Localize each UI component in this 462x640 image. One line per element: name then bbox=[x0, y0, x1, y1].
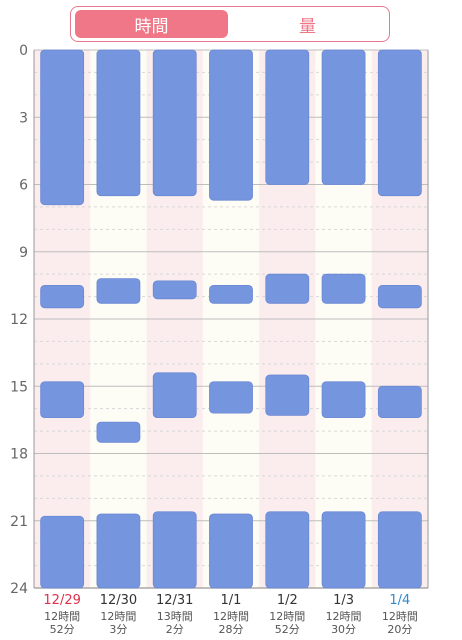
sleep-bar bbox=[40, 284, 85, 309]
sleep-bar bbox=[377, 49, 422, 197]
sleep-bar bbox=[96, 421, 141, 443]
sleep-bar bbox=[265, 511, 310, 589]
x-duration-label: 12時間 28分 bbox=[213, 610, 249, 636]
sleep-bar bbox=[40, 381, 85, 419]
x-duration-label: 12時間 3分 bbox=[100, 610, 136, 636]
sleep-bar bbox=[40, 49, 85, 206]
duration-line: 12時間 bbox=[100, 610, 136, 623]
x-duration-label: 12時間 52分 bbox=[44, 610, 80, 636]
sleep-bar bbox=[152, 49, 197, 197]
sleep-bar bbox=[265, 49, 310, 185]
x-date-label: 12/30 bbox=[100, 593, 137, 608]
x-date-label: 1/3 bbox=[333, 593, 354, 608]
y-tick-label: 3 bbox=[19, 110, 28, 126]
sleep-bar bbox=[321, 381, 366, 419]
duration-line: 12時間 bbox=[382, 610, 418, 623]
x-date-label: 12/29 bbox=[43, 593, 80, 608]
y-tick-label: 24 bbox=[10, 581, 28, 597]
sleep-bar bbox=[377, 385, 422, 419]
x-duration-label: 12時間 30分 bbox=[326, 610, 362, 636]
duration-line: 12時間 bbox=[213, 610, 249, 623]
sleep-bar bbox=[209, 381, 253, 414]
view-toggle: 時間 量 bbox=[70, 6, 390, 42]
sleep-bar bbox=[377, 511, 422, 589]
y-tick-label: 12 bbox=[10, 312, 28, 328]
tab-time[interactable]: 時間 bbox=[75, 10, 228, 38]
y-tick-label: 18 bbox=[10, 447, 28, 463]
x-date-label: 1/2 bbox=[277, 593, 298, 608]
duration-line: 12時間 bbox=[269, 610, 305, 623]
sleep-bar bbox=[209, 49, 253, 201]
sleep-bar bbox=[265, 374, 310, 416]
duration-line: 28分 bbox=[219, 623, 244, 636]
sleep-bar bbox=[40, 515, 85, 589]
duration-line: 3分 bbox=[109, 623, 127, 636]
tab-amount[interactable]: 量 bbox=[299, 16, 316, 37]
sleep-bar bbox=[96, 513, 141, 589]
sleep-bar bbox=[152, 372, 197, 419]
sleep-bar bbox=[152, 511, 197, 589]
sleep-bar bbox=[377, 284, 422, 309]
sleep-bar bbox=[209, 284, 253, 304]
sleep-bar bbox=[265, 273, 310, 304]
sleep-bar bbox=[321, 511, 366, 589]
duration-line: 13時間 bbox=[157, 610, 193, 623]
sleep-bar bbox=[152, 280, 197, 300]
x-date-label: 1/1 bbox=[221, 593, 242, 608]
x-duration-label: 13時間 2分 bbox=[157, 610, 193, 636]
x-date-label: 12/31 bbox=[156, 593, 193, 608]
sleep-bar bbox=[209, 513, 253, 589]
duration-line: 12時間 bbox=[44, 610, 80, 623]
duration-line: 52分 bbox=[275, 623, 300, 636]
x-duration-label: 12時間 20分 bbox=[382, 610, 418, 636]
sleep-bar bbox=[321, 273, 366, 304]
duration-line: 52分 bbox=[50, 623, 75, 636]
duration-line: 20分 bbox=[387, 623, 412, 636]
duration-line: 12時間 bbox=[326, 610, 362, 623]
x-duration-label: 12時間 52分 bbox=[269, 610, 305, 636]
x-date-label: 1/4 bbox=[389, 593, 410, 608]
duration-line: 2分 bbox=[166, 623, 184, 636]
sleep-bar bbox=[321, 49, 366, 185]
y-tick-label: 9 bbox=[19, 245, 28, 261]
y-tick-label: 21 bbox=[10, 514, 28, 530]
y-tick-label: 15 bbox=[10, 379, 28, 395]
sleep-bar bbox=[96, 278, 141, 304]
sleep-bar bbox=[96, 49, 141, 197]
duration-line: 30分 bbox=[331, 623, 356, 636]
y-tick-label: 6 bbox=[19, 178, 28, 194]
y-tick-label: 0 bbox=[19, 43, 28, 59]
